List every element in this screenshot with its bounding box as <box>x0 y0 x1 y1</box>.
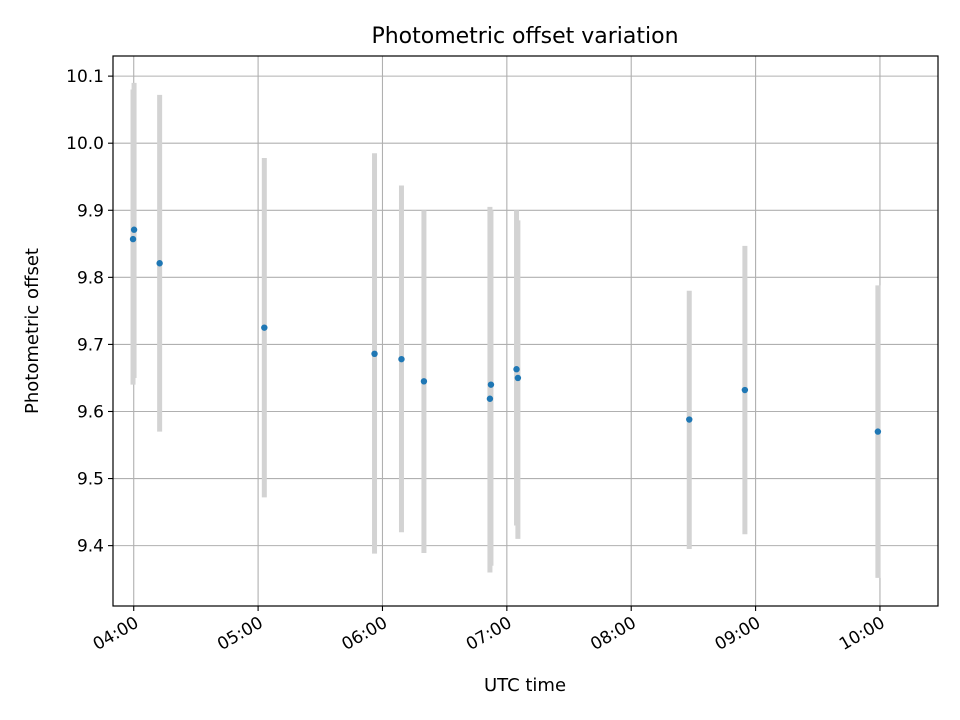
data-point <box>741 386 749 394</box>
data-point <box>261 324 268 331</box>
y-tick-label: 10.1 <box>66 67 104 87</box>
data-point <box>371 350 378 358</box>
data-point <box>156 260 163 267</box>
data-point <box>513 366 520 373</box>
data-point <box>486 395 494 402</box>
data-point <box>686 416 693 423</box>
plot-frame <box>112 55 939 607</box>
y-tick-label: 9.4 <box>77 537 104 557</box>
data-point <box>130 226 138 233</box>
data-point <box>487 381 495 388</box>
y-tick-label: 10.0 <box>66 134 104 154</box>
data-point <box>420 378 428 385</box>
y-axis-ticks: 9.4 9.5 9.6 9.7 9.8 9.9 10.0 10.1 <box>66 67 113 557</box>
grid <box>113 56 938 606</box>
data-point <box>874 428 882 435</box>
y-tick-label: 9.9 <box>77 201 104 221</box>
data-point <box>129 235 137 243</box>
y-tick-label: 9.6 <box>77 402 104 422</box>
data-points <box>129 226 882 435</box>
y-tick-label: 9.5 <box>77 470 104 490</box>
y-axis-label: Photometric offset <box>22 248 43 414</box>
y-tick-label: 9.7 <box>77 335 104 355</box>
data-point <box>398 355 405 363</box>
chart-title: Photometric offset variation <box>371 24 678 49</box>
x-axis-label: UTC time <box>484 675 566 696</box>
y-tick-label: 9.8 <box>77 268 104 288</box>
data-point <box>514 374 522 382</box>
